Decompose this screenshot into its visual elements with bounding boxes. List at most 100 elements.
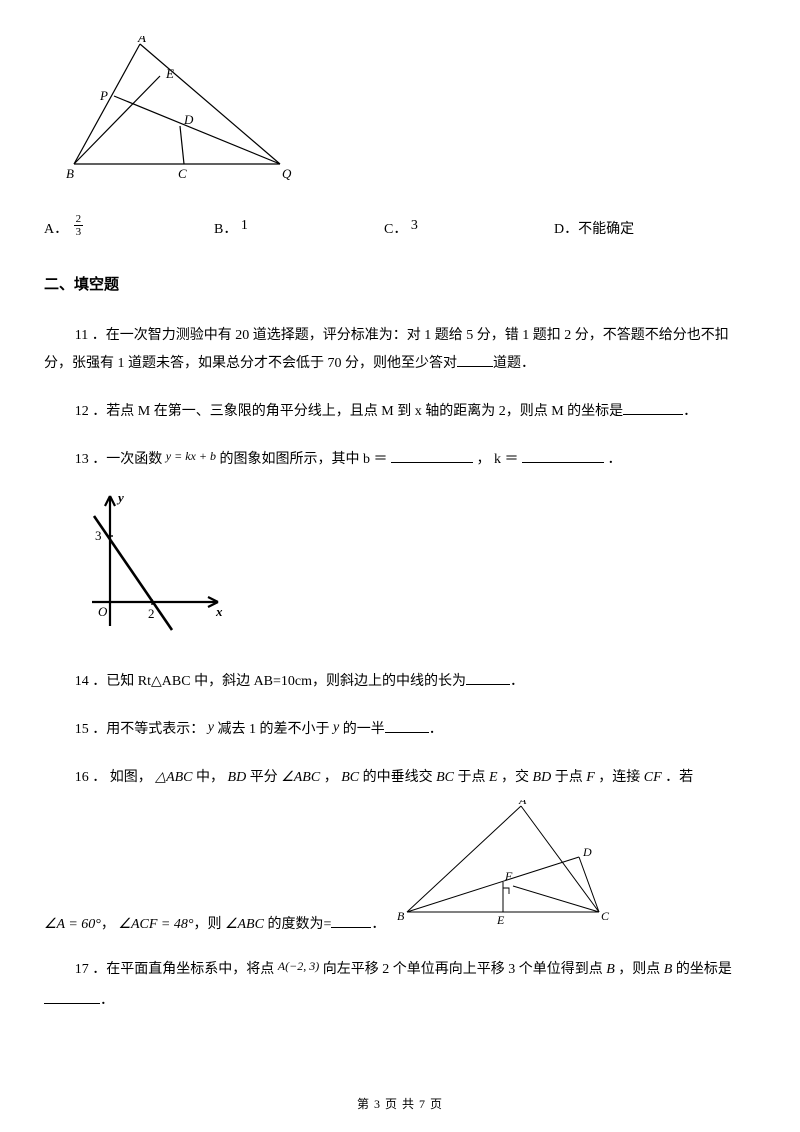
q16-E: E [489, 770, 498, 785]
q12-text: 12 ．若点 M 在第一、三象限的角平分线上，且点 M 到 x 轴的距离为 2，… [75, 404, 697, 419]
label-C: C [178, 166, 187, 181]
q16-line1: 16 ． 如图， △ABC 中， BD 平分 ∠ABC ， BC 的中垂线交 B… [44, 764, 756, 792]
q17-mid: 向左平移 2 个单位再向上平移 3 个单位得到点 [323, 962, 607, 977]
q17-blank [44, 990, 100, 1004]
q15-prefix: 15 ．用不等式表示： [75, 722, 205, 737]
label-E: E [165, 66, 174, 81]
q17-pointA: A(−2, 3) [278, 959, 319, 973]
q16-label-C: C [601, 909, 610, 923]
axis-y: y [116, 490, 124, 505]
option-b-value: 1 [241, 218, 248, 233]
label-D: D [183, 112, 194, 127]
q16-bc2: BC [436, 770, 454, 785]
q16-row2: ∠A = 60°， ∠ACF = 48°，则 ∠ABC 的度数为= ． A [44, 800, 756, 939]
triangle-figure-svg: A E P D B C Q [44, 36, 302, 186]
q16-comma1: ， [101, 917, 115, 932]
q16-svg: A B C D E F [393, 800, 618, 928]
q16-t4: 的中垂线交 [363, 770, 437, 785]
q11-text: 11 ．在一次智力测验中有 20 道选择题，评分标准为：对 1 题给 5 分，错… [44, 328, 729, 371]
q16-t1: 中， [196, 770, 224, 785]
q16-t6: ，交 [501, 770, 533, 785]
q16-label-D: D [582, 845, 592, 859]
q16-tri: △ABC [155, 770, 192, 785]
q15-mid1: 减去 1 的差不小于 [218, 722, 334, 737]
q16-blank [331, 914, 371, 928]
q12-blank [623, 401, 683, 415]
question-16: 16 ． 如图， △ABC 中， B D 平分 ∠ABC ， BC 的中垂线交 B… [44, 764, 756, 939]
q17-period: ． [100, 993, 114, 1008]
q13-graph: 3 2 O y x [80, 488, 756, 649]
q16-label-E: E [496, 913, 505, 927]
q16-label-F: F [504, 869, 513, 883]
option-a: A． 2 3 [44, 217, 214, 244]
axis-x: x [215, 604, 223, 619]
q16-t11: 的度数为= [267, 917, 331, 932]
q17-blank-line: ． [44, 988, 756, 1015]
q16-t5: 于点 [457, 770, 489, 785]
option-b-label: B． [214, 222, 237, 237]
label-B: B [66, 166, 74, 181]
option-d-label: D．不能确定 [554, 222, 634, 237]
q16-t2: 平分 [250, 770, 282, 785]
q16-t9: ．若 [665, 770, 693, 785]
q17-t3: 的坐标是 [676, 962, 732, 977]
q16-angabc: ∠ABC [281, 770, 320, 785]
q16-angA: ∠A = 60° [44, 917, 101, 932]
q14-text: 14 ．已知 Rt△ABC 中，斜边 AB=10cm，则斜边上的中线的长为． [75, 674, 524, 689]
option-b: B． 1 [214, 217, 384, 244]
question-11: 11 ．在一次智力测验中有 20 道选择题，评分标准为：对 1 题给 5 分，错… [44, 322, 756, 378]
q17-prefix: 17 ．在平面直角坐标系中，将点 [75, 962, 278, 977]
option-a-fraction: 2 3 [72, 213, 86, 238]
q16-t8: ，连接 [598, 770, 644, 785]
q10-figure: A E P D B C Q [44, 36, 756, 197]
label-A: A [137, 36, 146, 45]
option-c-label: C． [384, 222, 407, 237]
q13-mid: 的图象如图所示，其中 b ＝ [219, 452, 391, 467]
q16-F: F [586, 770, 595, 785]
q16-t7: 于点 [555, 770, 587, 785]
q15-y1: y [208, 720, 214, 735]
question-12: 12 ．若点 M 在第一、三象限的角平分线上，且点 M 到 x 轴的距离为 2，… [44, 398, 756, 426]
q13-graph-svg: 3 2 O y x [80, 488, 230, 638]
q13-blank-b [391, 449, 473, 463]
q16-t10: ，则 [193, 917, 225, 932]
question-17: 17 ．在平面直角坐标系中，将点 A(−2, 3) 向左平移 2 个单位再向上平… [44, 957, 756, 984]
q13-formula: y = kx + b [166, 449, 216, 463]
q16-bc: BC [341, 770, 359, 785]
mc-options: A． 2 3 B． 1 C． 3 D．不能确定 [44, 217, 756, 244]
q16-period: ． [371, 917, 385, 932]
q16-label-A: A [518, 800, 527, 807]
q16-cf: CF [644, 770, 662, 785]
label-P: P [99, 88, 108, 103]
question-13: 13 ．一次函数 y = kx + b 的图象如图所示，其中 b ＝ ， k ＝… [44, 446, 756, 474]
q13-prefix: 13 ．一次函数 [75, 452, 166, 467]
q15-blank [385, 719, 429, 733]
q14-blank [466, 671, 510, 685]
q13-period: ． [607, 452, 621, 467]
q16-angACF: ∠ACF = 48° [118, 917, 193, 932]
label-Q: Q [282, 166, 292, 181]
q13-comma: ， k ＝ [476, 452, 522, 467]
section-2-heading: 二、填空题 [44, 271, 756, 300]
option-d: D．不能确定 [554, 217, 724, 244]
question-15: 15 ．用不等式表示： y 减去 1 的差不小于 y 的一半． [44, 716, 756, 744]
option-a-label: A． [44, 222, 68, 237]
q17-B2: B [664, 962, 673, 977]
option-c-value: 3 [411, 218, 418, 233]
q16-label-B: B [397, 909, 405, 923]
q15-mid2: 的一半 [343, 722, 385, 737]
question-14: 14 ．已知 Rt△ABC 中，斜边 AB=10cm，则斜边上的中线的长为． [44, 668, 756, 696]
option-c: C． 3 [384, 217, 554, 244]
xtick-2: 2 [148, 606, 155, 621]
q16-angABC2: ∠ABC [225, 917, 264, 932]
q16-num: 16 ． 如图， [75, 770, 152, 785]
origin-O: O [98, 604, 108, 619]
q16-t3: ， [324, 770, 338, 785]
q11-blank [457, 353, 493, 367]
q15-period: ． [429, 722, 443, 737]
page-footer: 第 3 页 共 7 页 [0, 1093, 800, 1116]
ytick-3: 3 [95, 528, 102, 543]
q16-text2: ∠A = 60°， ∠ACF = 48°，则 ∠ABC 的度数为= ． [44, 911, 385, 939]
q13-blank-k [522, 449, 604, 463]
q17-B: B [606, 962, 615, 977]
